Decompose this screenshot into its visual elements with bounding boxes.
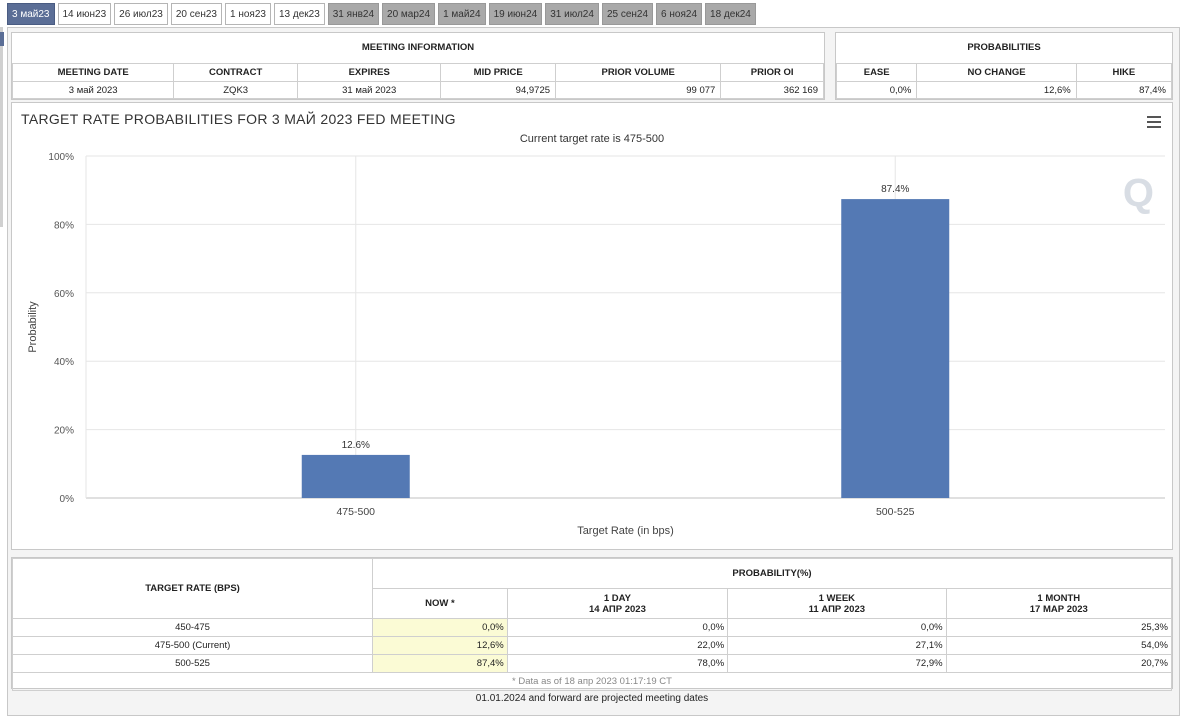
period-header-1: 1 DAY 14 АПР 2023: [506, 588, 729, 619]
week-cell: 72,9%: [727, 654, 947, 673]
meeting-value-5: 362 169: [720, 81, 824, 99]
meeting-header-5: PRIOR OI: [720, 63, 824, 82]
projected-dates-footer: 01.01.2024 and forward are projected mee…: [475, 693, 709, 704]
data-timestamp-note: * Data as of 18 апр 2023 01:17:19 CT: [12, 672, 1172, 691]
bar-500-525[interactable]: [841, 199, 950, 498]
tab-3[interactable]: 20 сен23: [170, 3, 222, 25]
month-cell: 54,0%: [945, 636, 1173, 655]
period-header-line1: 1 WEEK: [818, 592, 856, 604]
tab-10[interactable]: 31 июл24: [545, 3, 599, 25]
y-tick-label: 60%: [54, 289, 74, 300]
chart-plot: 0% 20% 40% 60% 80% 100% 12.6% 475-500 87.4% 500-5…: [27, 152, 1165, 537]
tab-8[interactable]: 1 май24: [438, 3, 486, 25]
day-cell: 0,0%: [506, 618, 729, 637]
tab-12[interactable]: 6 ноя24: [656, 3, 703, 25]
period-header-line1: 1 MONTH: [1037, 592, 1081, 604]
tab-2[interactable]: 26 июл23: [114, 3, 168, 25]
now-cell: 12,6%: [372, 636, 508, 655]
bar-data-label: 87.4%: [881, 184, 909, 195]
y-tick-label: 80%: [54, 220, 74, 231]
period-header-0: NOW *: [372, 588, 508, 619]
table-row: 500-525 87,4% 78,0% 72,9% 20,7%: [11, 654, 1173, 673]
logo-icon: Q: [1122, 171, 1154, 215]
rate-cell: 500-525: [11, 654, 374, 673]
meeting-header-2: EXPIRES: [296, 63, 442, 82]
left-edge-marker: [0, 32, 4, 46]
probability-value-0: 0,0%: [835, 81, 918, 99]
x-tick-label: 475-500: [336, 506, 375, 518]
target-rate-header: TARGET RATE (BPS): [11, 558, 374, 619]
period-header-line2: 17 МАР 2023: [1029, 603, 1088, 615]
tab-1[interactable]: 14 июн23: [57, 3, 112, 25]
meeting-value-0: 3 май 2023: [11, 81, 175, 99]
probabilities-title: PROBABILITIES: [967, 42, 1041, 53]
day-cell: 78,0%: [506, 654, 729, 673]
target-rate-chart: TARGET RATE PROBABILITIES FOR 3 МАЙ 2023…: [11, 102, 1173, 550]
tab-5[interactable]: 13 дек23: [273, 3, 325, 25]
week-cell: 27,1%: [727, 636, 947, 655]
y-tick-label: 100%: [48, 152, 74, 163]
meeting-value-4: 99 077: [555, 81, 722, 99]
period-header-line1: 1 DAY: [603, 592, 631, 604]
table-row: 450-475 0,0% 0,0% 0,0% 25,3%: [11, 618, 1173, 637]
x-tick-label: 500-525: [876, 506, 915, 518]
probability-header-1: NO CHANGE: [916, 63, 1077, 82]
y-axis-label: Probability: [27, 301, 39, 353]
now-cell: 0,0%: [372, 618, 508, 637]
meeting-value-2: 31 май 2023: [296, 81, 442, 99]
tab-6[interactable]: 31 янв24: [327, 3, 380, 25]
rate-cell: 450-475: [11, 618, 374, 637]
chart-subtitle: Current target rate is 475-500: [519, 133, 665, 145]
meeting-header-3: MID PRICE: [440, 63, 557, 82]
tab-9[interactable]: 19 июн24: [488, 3, 543, 25]
now-cell: 87,4%: [372, 654, 508, 673]
period-header-line2: 14 АПР 2023: [588, 603, 646, 615]
bar-475-500[interactable]: [301, 454, 410, 498]
table-row: 475-500 (Current) 12,6% 22,0% 27,1% 54,0%: [11, 636, 1173, 655]
tab-13[interactable]: 18 дек24: [705, 3, 756, 25]
x-axis-label: Target Rate (in bps): [577, 525, 674, 537]
probability-header-0: EASE: [835, 63, 918, 82]
period-header-3: 1 MONTH 17 МАР 2023: [945, 588, 1173, 619]
tab-11[interactable]: 25 сен24: [601, 3, 654, 25]
probability-table-panel: TARGET RATE (BPS) PROBABILITY(%) NOW * 1 …: [11, 557, 1173, 691]
probabilities-panel: PROBABILITIES EASE NO CHANGE HIKE 0,0% 12,6…: [835, 32, 1173, 100]
month-cell: 20,7%: [945, 654, 1173, 673]
meeting-header-0: MEETING DATE: [11, 63, 175, 82]
y-tick-label: 20%: [54, 426, 74, 437]
bar-data-label: 12.6%: [342, 440, 370, 451]
meeting-date-tabs: 3 май23 14 июн23 26 июл23 20 сен23 1 ноя23 13…: [7, 3, 756, 27]
probability-value-1: 12,6%: [916, 81, 1077, 99]
tab-7[interactable]: 20 мар24: [382, 3, 436, 25]
tab-4[interactable]: 1 ноя23: [224, 3, 271, 25]
chart-title: TARGET RATE PROBABILITIES FOR 3 МАЙ 2023…: [21, 111, 456, 127]
meeting-information-title: MEETING INFORMATION: [361, 42, 475, 53]
left-edge-strip: [0, 27, 3, 227]
week-cell: 0,0%: [727, 618, 947, 637]
period-header-line1: NOW *: [425, 598, 455, 609]
meeting-value-3: 94,9725: [440, 81, 557, 99]
rate-cell: 475-500 (Current): [11, 636, 374, 655]
probability-group-header: PROBABILITY(%): [372, 558, 1172, 589]
y-tick-label: 0%: [60, 494, 75, 505]
day-cell: 22,0%: [506, 636, 729, 655]
meeting-value-1: ZQK3: [173, 81, 298, 99]
meeting-information-panel: MEETING INFORMATION MEETING DATE CONTRACT…: [11, 32, 825, 100]
month-cell: 25,3%: [945, 618, 1173, 637]
meeting-header-4: PRIOR VOLUME: [555, 63, 722, 82]
probability-header-2: HIKE: [1075, 63, 1173, 82]
probability-value-2: 87,4%: [1075, 81, 1173, 99]
meeting-header-1: CONTRACT: [173, 63, 298, 82]
period-header-2: 1 WEEK 11 АПР 2023: [727, 588, 947, 619]
period-header-line2: 11 АПР 2023: [808, 603, 866, 615]
y-tick-label: 40%: [54, 357, 74, 368]
hamburger-icon[interactable]: [1147, 116, 1161, 128]
tab-0[interactable]: 3 май23: [7, 3, 55, 25]
